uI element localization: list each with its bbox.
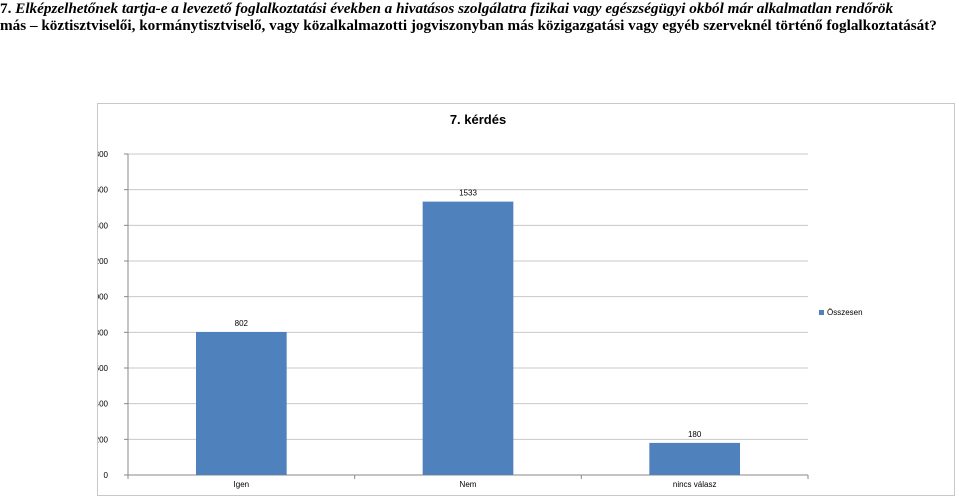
- x-tick-label: nincs válasz: [673, 480, 717, 489]
- data-label: 180: [688, 430, 702, 439]
- y-tick-label: 1000: [98, 293, 109, 302]
- legend-swatch: [819, 310, 824, 315]
- bar-3: [649, 442, 740, 475]
- question-line-2: más – köztisztviselői, kormánytisztvisel…: [0, 17, 937, 34]
- bar-chart: 7. kérdés 0 200 400 600 800 1000 1200 1400 1600 18…: [90, 112, 863, 489]
- x-tick-label: Nem: [460, 480, 477, 489]
- data-label: 1533: [459, 189, 477, 198]
- question-line-1-text: Elképzelhetőnek tartja-e a levezető fogl…: [15, 0, 894, 17]
- y-tick-label: 200: [98, 435, 109, 444]
- y-tick-label: 1800: [98, 150, 109, 159]
- y-tick-label: 400: [98, 400, 109, 409]
- y-tick-label: 600: [98, 364, 109, 373]
- y-tick-label: 1200: [98, 257, 109, 266]
- bar-2: [422, 201, 514, 475]
- y-tick-label: 1400: [98, 221, 109, 230]
- y-tick-label: 0: [104, 471, 109, 480]
- y-tick-label: 1600: [98, 186, 109, 195]
- x-tick-label: Igen: [234, 480, 250, 489]
- legend-label: Összesen: [827, 308, 863, 317]
- question-line-1: 7. Elképzelhetőnek tartja-e a levezető f…: [0, 0, 959, 17]
- chart-title: 7. kérdés: [450, 112, 506, 127]
- bar-1: [196, 331, 287, 475]
- question-text: 7. Elképzelhetőnek tartja-e a levezető f…: [0, 0, 959, 34]
- question-number: 7.: [0, 0, 12, 17]
- chart-frame: 7. kérdés 0 200 400 600 800 1000 1200 1400 1600 18…: [90, 103, 955, 496]
- y-tick-label: 800: [98, 328, 109, 337]
- data-label: 802: [235, 319, 249, 328]
